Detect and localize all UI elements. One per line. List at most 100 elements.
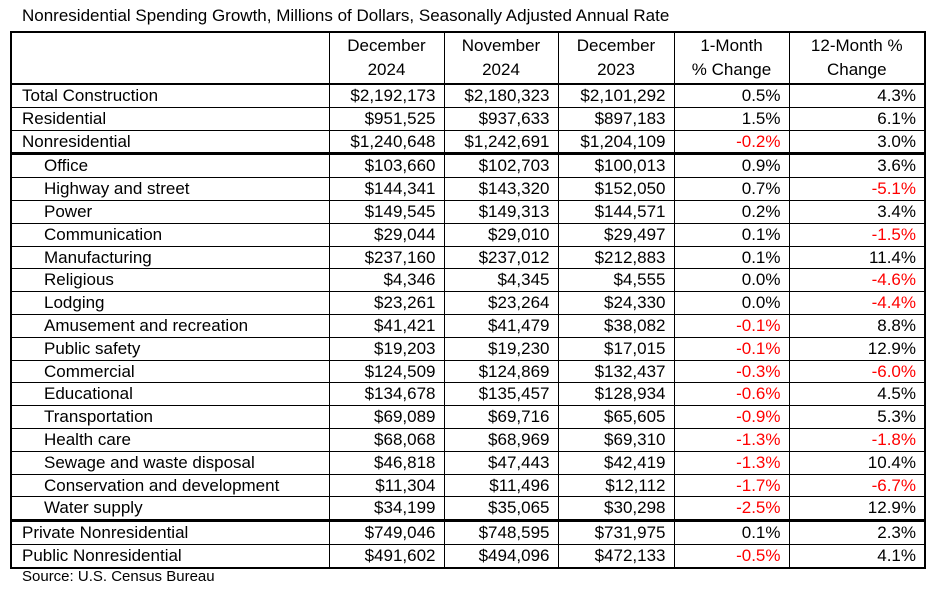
- row-label: Amusement and recreation: [10, 313, 330, 338]
- cell-value: -0.2%: [673, 129, 790, 156]
- row-label: Power: [10, 199, 330, 224]
- cell-value: $132,437: [557, 359, 675, 384]
- row-label: Commercial: [10, 359, 330, 384]
- cell-value: $144,571: [557, 199, 675, 224]
- cell-value: $42,419: [557, 450, 675, 475]
- cell-value: -0.9%: [673, 405, 790, 429]
- cell-value: $30,298: [557, 496, 675, 523]
- cell-value: -1.7%: [673, 473, 790, 498]
- row-label: Conservation and development: [10, 473, 330, 498]
- cell-value: $143,320: [443, 177, 559, 201]
- cell-value: $237,160: [328, 245, 445, 270]
- cell-value: 0.1%: [673, 520, 790, 545]
- page-title: Nonresidential Spending Growth, Millions…: [22, 6, 670, 25]
- cell-value: 10.4%: [788, 450, 926, 475]
- cell-value: -0.5%: [673, 543, 790, 569]
- table-row: Transportation $69,089 $69,716 $65,605 -0.9%…: [10, 405, 926, 429]
- cell-value: $23,264: [443, 291, 559, 315]
- cell-value: -0.1%: [673, 313, 790, 338]
- row-label: Communication: [10, 222, 330, 247]
- table-row: Communication $29,044 $29,010 $29,497 0.1% -1…: [10, 222, 926, 247]
- cell-value: $69,089: [328, 405, 445, 429]
- cell-value: $2,192,173: [328, 83, 445, 108]
- column-header: December 2023: [557, 31, 675, 85]
- cell-value: 1.5%: [673, 106, 790, 131]
- cell-value: $11,496: [443, 473, 559, 498]
- cell-value: 6.1%: [788, 106, 926, 131]
- cell-value: $65,605: [557, 405, 675, 429]
- table-row: Sewage and waste disposal $46,818 $47,443 $…: [10, 450, 926, 475]
- cell-value: $23,261: [328, 291, 445, 315]
- row-label: Private Nonresidential: [10, 520, 330, 545]
- column-header-blank: [10, 31, 330, 85]
- cell-value: $38,082: [557, 313, 675, 338]
- table-row: Public safety $19,203 $19,230 $17,015 -0.1% 1…: [10, 336, 926, 361]
- row-label: Lodging: [10, 291, 330, 315]
- cell-value: $34,199: [328, 496, 445, 523]
- column-header: 1-Month % Change: [673, 31, 790, 85]
- cell-value: 0.1%: [673, 222, 790, 247]
- cell-value: 0.9%: [673, 153, 790, 179]
- cell-value: -5.1%: [788, 177, 926, 201]
- cell-value: 3.0%: [788, 129, 926, 156]
- table-row: Conservation and development $11,304 $11,4…: [10, 473, 926, 498]
- cell-value: $11,304: [328, 473, 445, 498]
- cell-value: $69,716: [443, 405, 559, 429]
- cell-value: -0.1%: [673, 336, 790, 361]
- cell-value: $897,183: [557, 106, 675, 131]
- cell-value: -1.5%: [788, 222, 926, 247]
- table-header-row: December 2024 November 2024 December 2023 1…: [10, 31, 926, 85]
- cell-value: $748,595: [443, 520, 559, 545]
- cell-value: $494,096: [443, 543, 559, 569]
- cell-value: $951,525: [328, 106, 445, 131]
- cell-value: $144,341: [328, 177, 445, 201]
- cell-value: $35,065: [443, 496, 559, 523]
- row-label: Public safety: [10, 336, 330, 361]
- cell-value: 8.8%: [788, 313, 926, 338]
- row-label: Water supply: [10, 496, 330, 523]
- cell-value: 3.6%: [788, 153, 926, 179]
- cell-value: $1,240,648: [328, 129, 445, 156]
- table-row: Amusement and recreation $41,421 $41,479 $3…: [10, 313, 926, 338]
- cell-value: $17,015: [557, 336, 675, 361]
- cell-value: $749,046: [328, 520, 445, 545]
- row-label: Religious: [10, 268, 330, 293]
- table-row: Highway and street $144,341 $143,320 $152,0…: [10, 177, 926, 201]
- table-row: Private Nonresidential $749,046 $748,595 $7…: [10, 520, 926, 545]
- cell-value: -2.5%: [673, 496, 790, 523]
- cell-value: $212,883: [557, 245, 675, 270]
- row-label: Manufacturing: [10, 245, 330, 270]
- cell-value: $472,133: [557, 543, 675, 569]
- cell-value: $1,242,691: [443, 129, 559, 156]
- cell-value: $1,204,109: [557, 129, 675, 156]
- cell-value: $124,869: [443, 359, 559, 384]
- row-label: Office: [10, 153, 330, 179]
- cell-value: 0.2%: [673, 199, 790, 224]
- cell-value: $128,934: [557, 382, 675, 407]
- table-row: Educational $134,678 $135,457 $128,934 -0.6%…: [10, 382, 926, 407]
- table-row: Residential $951,525 $937,633 $897,183 1.5% 6…: [10, 106, 926, 131]
- cell-value: $29,044: [328, 222, 445, 247]
- cell-value: $24,330: [557, 291, 675, 315]
- cell-value: $69,310: [557, 427, 675, 452]
- row-label: Public Nonresidential: [10, 543, 330, 569]
- table-body: Total Construction $2,192,173 $2,180,323 $2…: [10, 83, 926, 569]
- cell-value: $2,101,292: [557, 83, 675, 108]
- row-label: Transportation: [10, 405, 330, 429]
- cell-value: -6.7%: [788, 473, 926, 498]
- table-header: December 2024 November 2024 December 2023 1…: [10, 31, 926, 85]
- table-row: Commercial $124,509 $124,869 $132,437 -0.3% -…: [10, 359, 926, 384]
- row-label: Residential: [10, 106, 330, 131]
- cell-value: $46,818: [328, 450, 445, 475]
- cell-value: -0.6%: [673, 382, 790, 407]
- cell-value: 11.4%: [788, 245, 926, 270]
- cell-value: 4.3%: [788, 83, 926, 108]
- cell-value: $135,457: [443, 382, 559, 407]
- cell-value: $4,555: [557, 268, 675, 293]
- row-label: Health care: [10, 427, 330, 452]
- cell-value: $4,345: [443, 268, 559, 293]
- row-label: Highway and street: [10, 177, 330, 201]
- cell-value: 0.5%: [673, 83, 790, 108]
- cell-value: $937,633: [443, 106, 559, 131]
- cell-value: $134,678: [328, 382, 445, 407]
